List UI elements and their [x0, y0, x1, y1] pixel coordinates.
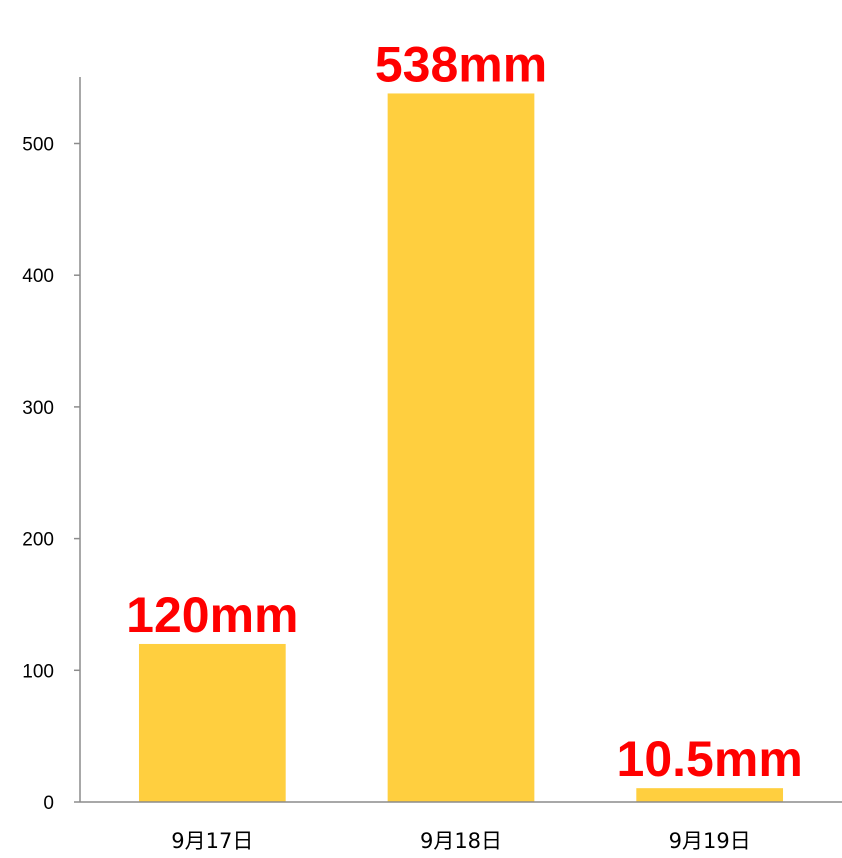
y-axis-ticks: 0 100 200 300 400 500: [22, 135, 80, 814]
bar: [138, 643, 286, 802]
x-category-label: 9月17日: [171, 829, 253, 853]
y-tick-label: 200: [22, 530, 54, 551]
bar-data-label: 120mm: [126, 587, 298, 643]
y-tick-label: 300: [22, 398, 54, 419]
bars: [138, 93, 784, 803]
bar-data-label: 538mm: [375, 36, 547, 92]
x-category-label: 9月18日: [420, 829, 502, 853]
y-tick-label: 400: [22, 266, 54, 287]
y-tick-label: 100: [22, 661, 54, 682]
y-tick-label: 500: [22, 135, 54, 156]
bar: [387, 93, 535, 803]
y-tick-label: 0: [43, 793, 54, 814]
x-axis-labels: 9月17日 9月18日 9月19日: [171, 829, 750, 853]
data-labels: 120mm 538mm 10.5mm: [126, 36, 803, 787]
x-category-label: 9月19日: [669, 829, 751, 853]
bar-data-label: 10.5mm: [617, 731, 803, 787]
bar: [636, 788, 784, 802]
